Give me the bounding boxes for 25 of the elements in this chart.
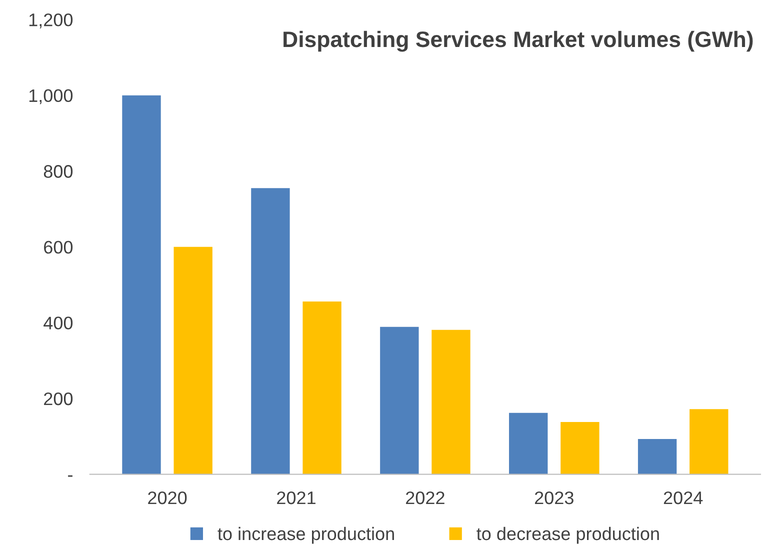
x-tick-label: 2020 — [148, 491, 187, 504]
y-tick-label: 200 — [44, 392, 73, 406]
bar — [638, 439, 677, 474]
legend-label: to increase production — [218, 526, 394, 544]
bar — [509, 412, 548, 474]
bar — [560, 422, 600, 474]
x-tick-label: 2021 — [277, 491, 316, 504]
x-tick-label: 2022 — [406, 491, 444, 504]
x-tick-label: 2024 — [664, 491, 703, 504]
chart-title: Dispatching Services Market volumes (GWh) — [284, 30, 753, 52]
bar — [432, 330, 470, 474]
y-tick-label: 400 — [44, 316, 73, 330]
y-tick-label: 600 — [44, 240, 73, 254]
bar — [122, 95, 161, 474]
y-tick-label: - — [68, 475, 72, 477]
bar — [251, 188, 290, 474]
y-tick-label: 1,000 — [29, 89, 73, 104]
legend-label: to decrease production — [476, 526, 659, 544]
bar — [302, 301, 342, 474]
x-tick-label: 2023 — [534, 491, 574, 504]
bar — [380, 326, 419, 474]
y-tick-label: 800 — [44, 165, 73, 178]
y-tick-label: 1,200 — [29, 13, 73, 28]
bar — [174, 246, 212, 474]
bar — [690, 409, 728, 474]
